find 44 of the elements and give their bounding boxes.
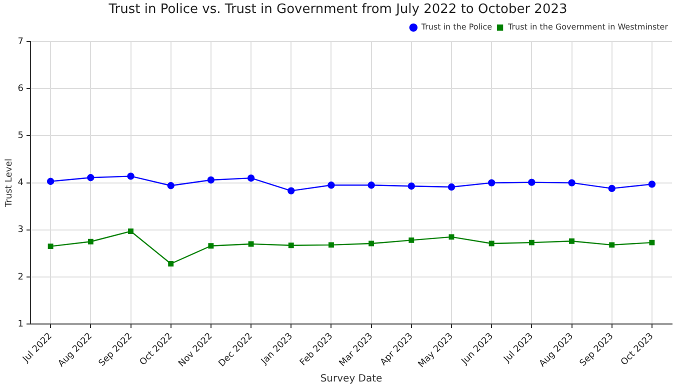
legend-label: Trust in the Government in Westminster <box>507 22 669 32</box>
point <box>528 240 534 246</box>
y-tick-label: 3 <box>18 225 24 236</box>
point <box>288 242 294 248</box>
point <box>368 240 374 246</box>
point <box>488 240 494 246</box>
point <box>208 243 214 249</box>
point <box>648 180 656 188</box>
point <box>368 182 375 189</box>
point <box>48 244 54 250</box>
point <box>408 237 414 243</box>
point <box>649 240 655 246</box>
point <box>288 187 295 194</box>
point <box>247 174 255 182</box>
y-tick-label: 5 <box>18 131 24 142</box>
point <box>207 176 215 184</box>
point <box>88 238 94 244</box>
x-axis-title: Survey Date <box>320 374 382 385</box>
point <box>87 174 94 182</box>
point <box>168 261 174 266</box>
y-tick-label: 1 <box>18 319 24 330</box>
point <box>488 179 496 186</box>
point <box>609 242 615 248</box>
point <box>568 179 576 186</box>
point <box>167 182 174 190</box>
y-axis-title: Trust Level <box>4 158 15 208</box>
point <box>448 234 454 240</box>
chart-title: Trust in Police vs. Trust in Government from July 2022 to October 2023 <box>108 2 568 18</box>
point <box>328 182 335 189</box>
legend-label: Trust in the Police <box>420 22 492 32</box>
point <box>569 238 574 244</box>
point <box>127 172 134 180</box>
point <box>608 184 616 192</box>
point <box>128 228 134 234</box>
y-tick-label: 4 <box>18 178 24 188</box>
point <box>46 178 54 185</box>
y-tick-label: 2 <box>18 272 24 282</box>
point <box>328 242 334 248</box>
y-tick-label: 7 <box>18 36 24 47</box>
point <box>448 183 456 191</box>
point <box>248 241 254 247</box>
y-tick-label: 6 <box>18 84 24 94</box>
point <box>528 178 536 186</box>
point <box>408 182 415 190</box>
